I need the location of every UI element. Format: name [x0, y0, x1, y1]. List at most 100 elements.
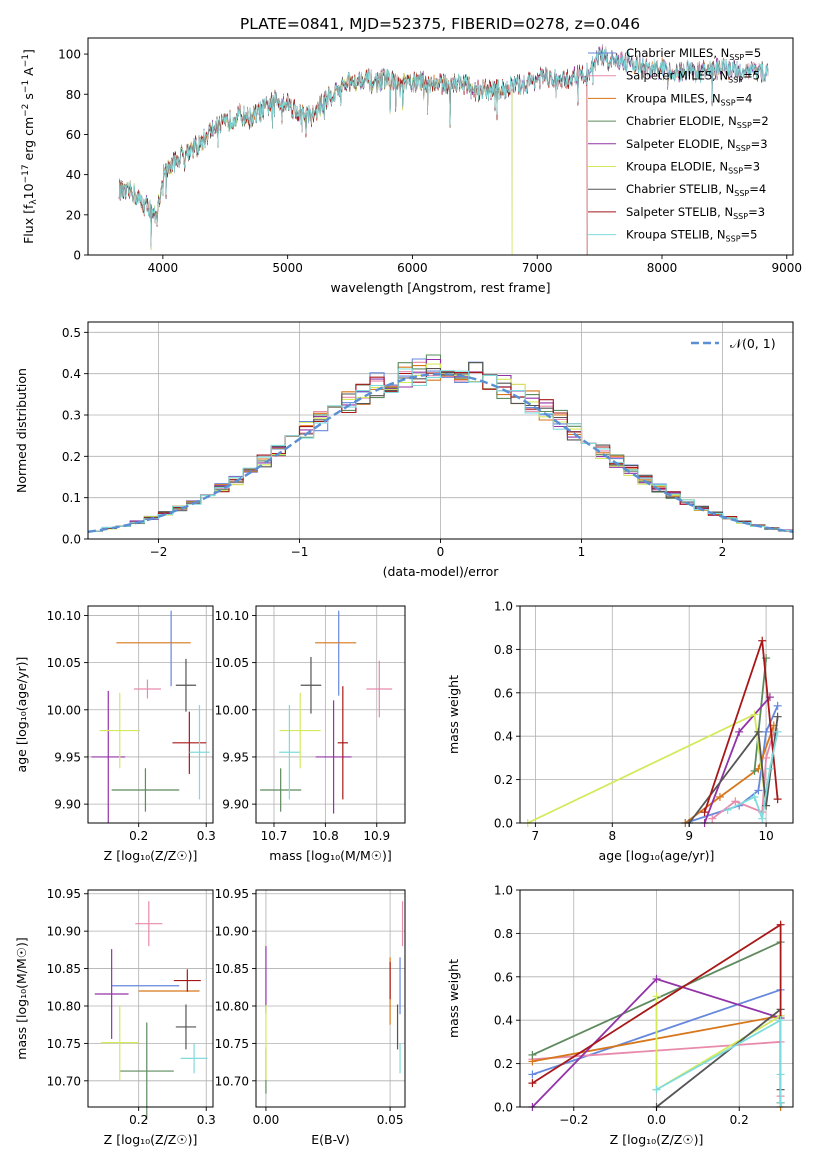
y-tick-label: 0.6 [494, 970, 513, 984]
y-tick-label: 10.70 [47, 1074, 81, 1088]
y-tick-label: 80 [66, 88, 81, 102]
axes-frame [519, 605, 794, 824]
y-axis-label-part: −17 [21, 164, 31, 183]
y-tick-label: 100 [58, 48, 81, 62]
x-tick-label: 9000 [771, 261, 802, 275]
x-axis-label: E(B-V) [311, 1132, 350, 1147]
y-tick-label: 10.80 [215, 999, 249, 1013]
axes-frame [87, 889, 214, 1108]
x-tick-label: 4000 [148, 261, 179, 275]
y-tick-label: 9.90 [222, 798, 249, 812]
axes-frame [255, 605, 406, 824]
y-tick-label: 0.6 [494, 686, 513, 700]
legend-label: Chabrier ELODIE, NSSP=2 [626, 114, 769, 130]
legend-label: 𝒩(0, 1) [730, 336, 776, 351]
y-tick-label: 10.80 [47, 999, 81, 1013]
x-tick-label: 2 [719, 545, 727, 559]
y-tick-label: 10.85 [215, 962, 249, 976]
y-axis-label: mass weight [446, 959, 461, 1038]
x-tick-label: 10.7 [261, 829, 288, 843]
axes-frame [255, 889, 406, 1108]
x-axis-label: Z [log₁₀(Z/Z☉)] [104, 848, 198, 863]
y-axis-label-part: ] [21, 49, 36, 54]
spectrum-line [118, 46, 769, 249]
charts-layer: 4000 5000 6000 7000 8000 9000020406080100wave… [14, 37, 802, 1147]
y-tick-label: 10.10 [47, 609, 81, 623]
x-tick-label: −0.2 [559, 1113, 588, 1127]
y-tick-label: 0.8 [494, 927, 513, 941]
legend-label: Salpeter MILES, NSSP=5 [626, 69, 760, 85]
y-axis-label-part: s [21, 93, 36, 104]
weight-line [753, 658, 767, 771]
legend-label: Chabrier MILES, NSSP=5 [626, 46, 761, 62]
y-tick-label: 0.0 [494, 1101, 513, 1115]
y-tick-label: 60 [66, 128, 81, 142]
y-axis-label: Flux [fλ10−17 erg cm−2 s−1 A−1] [21, 49, 39, 244]
y-tick-label: 0.3 [62, 409, 81, 423]
y-tick-label: 0.4 [494, 730, 513, 744]
x-tick-label: 7 [532, 829, 540, 843]
x-tick-label: −1 [291, 545, 309, 559]
y-tick-label: 0.0 [494, 817, 513, 831]
y-axis-label: Normed distribution [14, 368, 29, 493]
y-axis-label-part: λ [29, 199, 39, 205]
y-tick-label: 0.2 [494, 1057, 513, 1071]
figure-title: PLATE=0841, MJD=52375, FIBERID=0278, z=0… [240, 15, 640, 33]
x-tick-label: 10 [758, 829, 773, 843]
y-axis-label-part: −1 [21, 80, 31, 93]
x-axis-label: (data-model)/error [383, 564, 500, 579]
x-tick-label: 8000 [647, 261, 678, 275]
y-axis-label-part: A [21, 67, 36, 80]
y-tick-label: 0.8 [494, 643, 513, 657]
y-tick-label: 0 [73, 249, 81, 263]
x-axis-label: mass [log₁₀(M/M☉)] [269, 848, 391, 863]
weight-line [684, 725, 775, 824]
histogram-panel: −2 −1 0 1 2 0.0 0.1 0.2 0.3 0.4 0.5 (data-model)/er… [14, 321, 794, 579]
y-tick-label: 0.0 [62, 533, 81, 547]
y-tick-label: 10.75 [215, 1037, 249, 1051]
y-tick-label: 10.70 [215, 1074, 249, 1088]
axes-frame [87, 37, 794, 256]
legend-label: Kroupa ELODIE, NSSP=3 [626, 160, 760, 176]
mass-weight-vs-age-panel: 7 8 9 10 0.0 0.2 0.4 0.6 0.8 1.0 age [log₁₀(age/yr… [446, 600, 794, 863]
x-tick-label: 0.00 [253, 1113, 280, 1127]
x-tick-label: 0.2 [129, 1113, 148, 1127]
gaussian-reference-curve [87, 372, 794, 533]
x-axis-label: age [log₁₀(age/yr)] [599, 848, 715, 863]
legend-label: Kroupa STELIB, NSSP=5 [626, 228, 757, 244]
x-tick-label: 0.3 [197, 829, 216, 843]
x-tick-label: 5000 [272, 261, 303, 275]
x-tick-label: −2 [150, 545, 168, 559]
y-axis-label: mass weight [446, 675, 461, 754]
spectrum-panel: 4000 5000 6000 7000 8000 9000 0 20 40 60 80 100 wave… [21, 37, 802, 295]
y-axis-label: mass [log₁₀(M/M☉)] [14, 937, 29, 1059]
x-axis-label: wavelength [Angstrom, rest frame] [330, 280, 550, 295]
x-tick-label: 10.8 [312, 829, 339, 843]
y-tick-label: 10.00 [47, 703, 81, 717]
y-tick-label: 9.95 [222, 750, 249, 764]
x-tick-label: 0.2 [730, 1113, 749, 1127]
age-vs-metallicity-panel: 0.2 0.3 9.90 9.95 10.00 10.05 10.10 Z [log₁₀(Z/… [14, 605, 216, 863]
x-tick-label: 0.05 [377, 1113, 404, 1127]
mass-weight-vs-metallicity-panel: −0.2 0.0 0.2 0.0 0.2 0.4 0.6 0.8 1.0 Z [log₁₀(Z/Z… [446, 884, 794, 1147]
legend-label: Salpeter ELODIE, NSSP=3 [626, 137, 768, 153]
y-tick-label: 1.0 [494, 600, 513, 614]
y-tick-label: 10.00 [215, 703, 249, 717]
legend-label: Chabrier STELIB, NSSP=4 [626, 182, 766, 198]
y-tick-label: 10.10 [215, 609, 249, 623]
mass-vs-metallicity-panel: 0.2 0.3 10.70 10.75 10.80 10.85 10.90 10.95 Z [l… [14, 887, 216, 1147]
x-tick-label: 0.2 [129, 829, 148, 843]
x-axis-label: Z [log₁₀(Z/Z☉)] [610, 1132, 704, 1147]
y-tick-label: 0.4 [62, 367, 81, 381]
y-axis-label-part: Flux [f [21, 204, 36, 244]
y-axis-label-part: erg cm [21, 117, 36, 165]
weight-line [656, 1018, 782, 1103]
y-tick-label: 1.0 [494, 884, 513, 898]
mass-vs-extinction-panel: 0.00 0.05 10.70 10.75 10.80 10.85 10.90 10.95 E(… [215, 887, 406, 1147]
y-axis-label-part: 10 [21, 183, 36, 199]
y-axis-label-part: −1 [21, 54, 31, 67]
x-tick-label: 9 [685, 829, 693, 843]
y-tick-label: 20 [66, 208, 81, 222]
